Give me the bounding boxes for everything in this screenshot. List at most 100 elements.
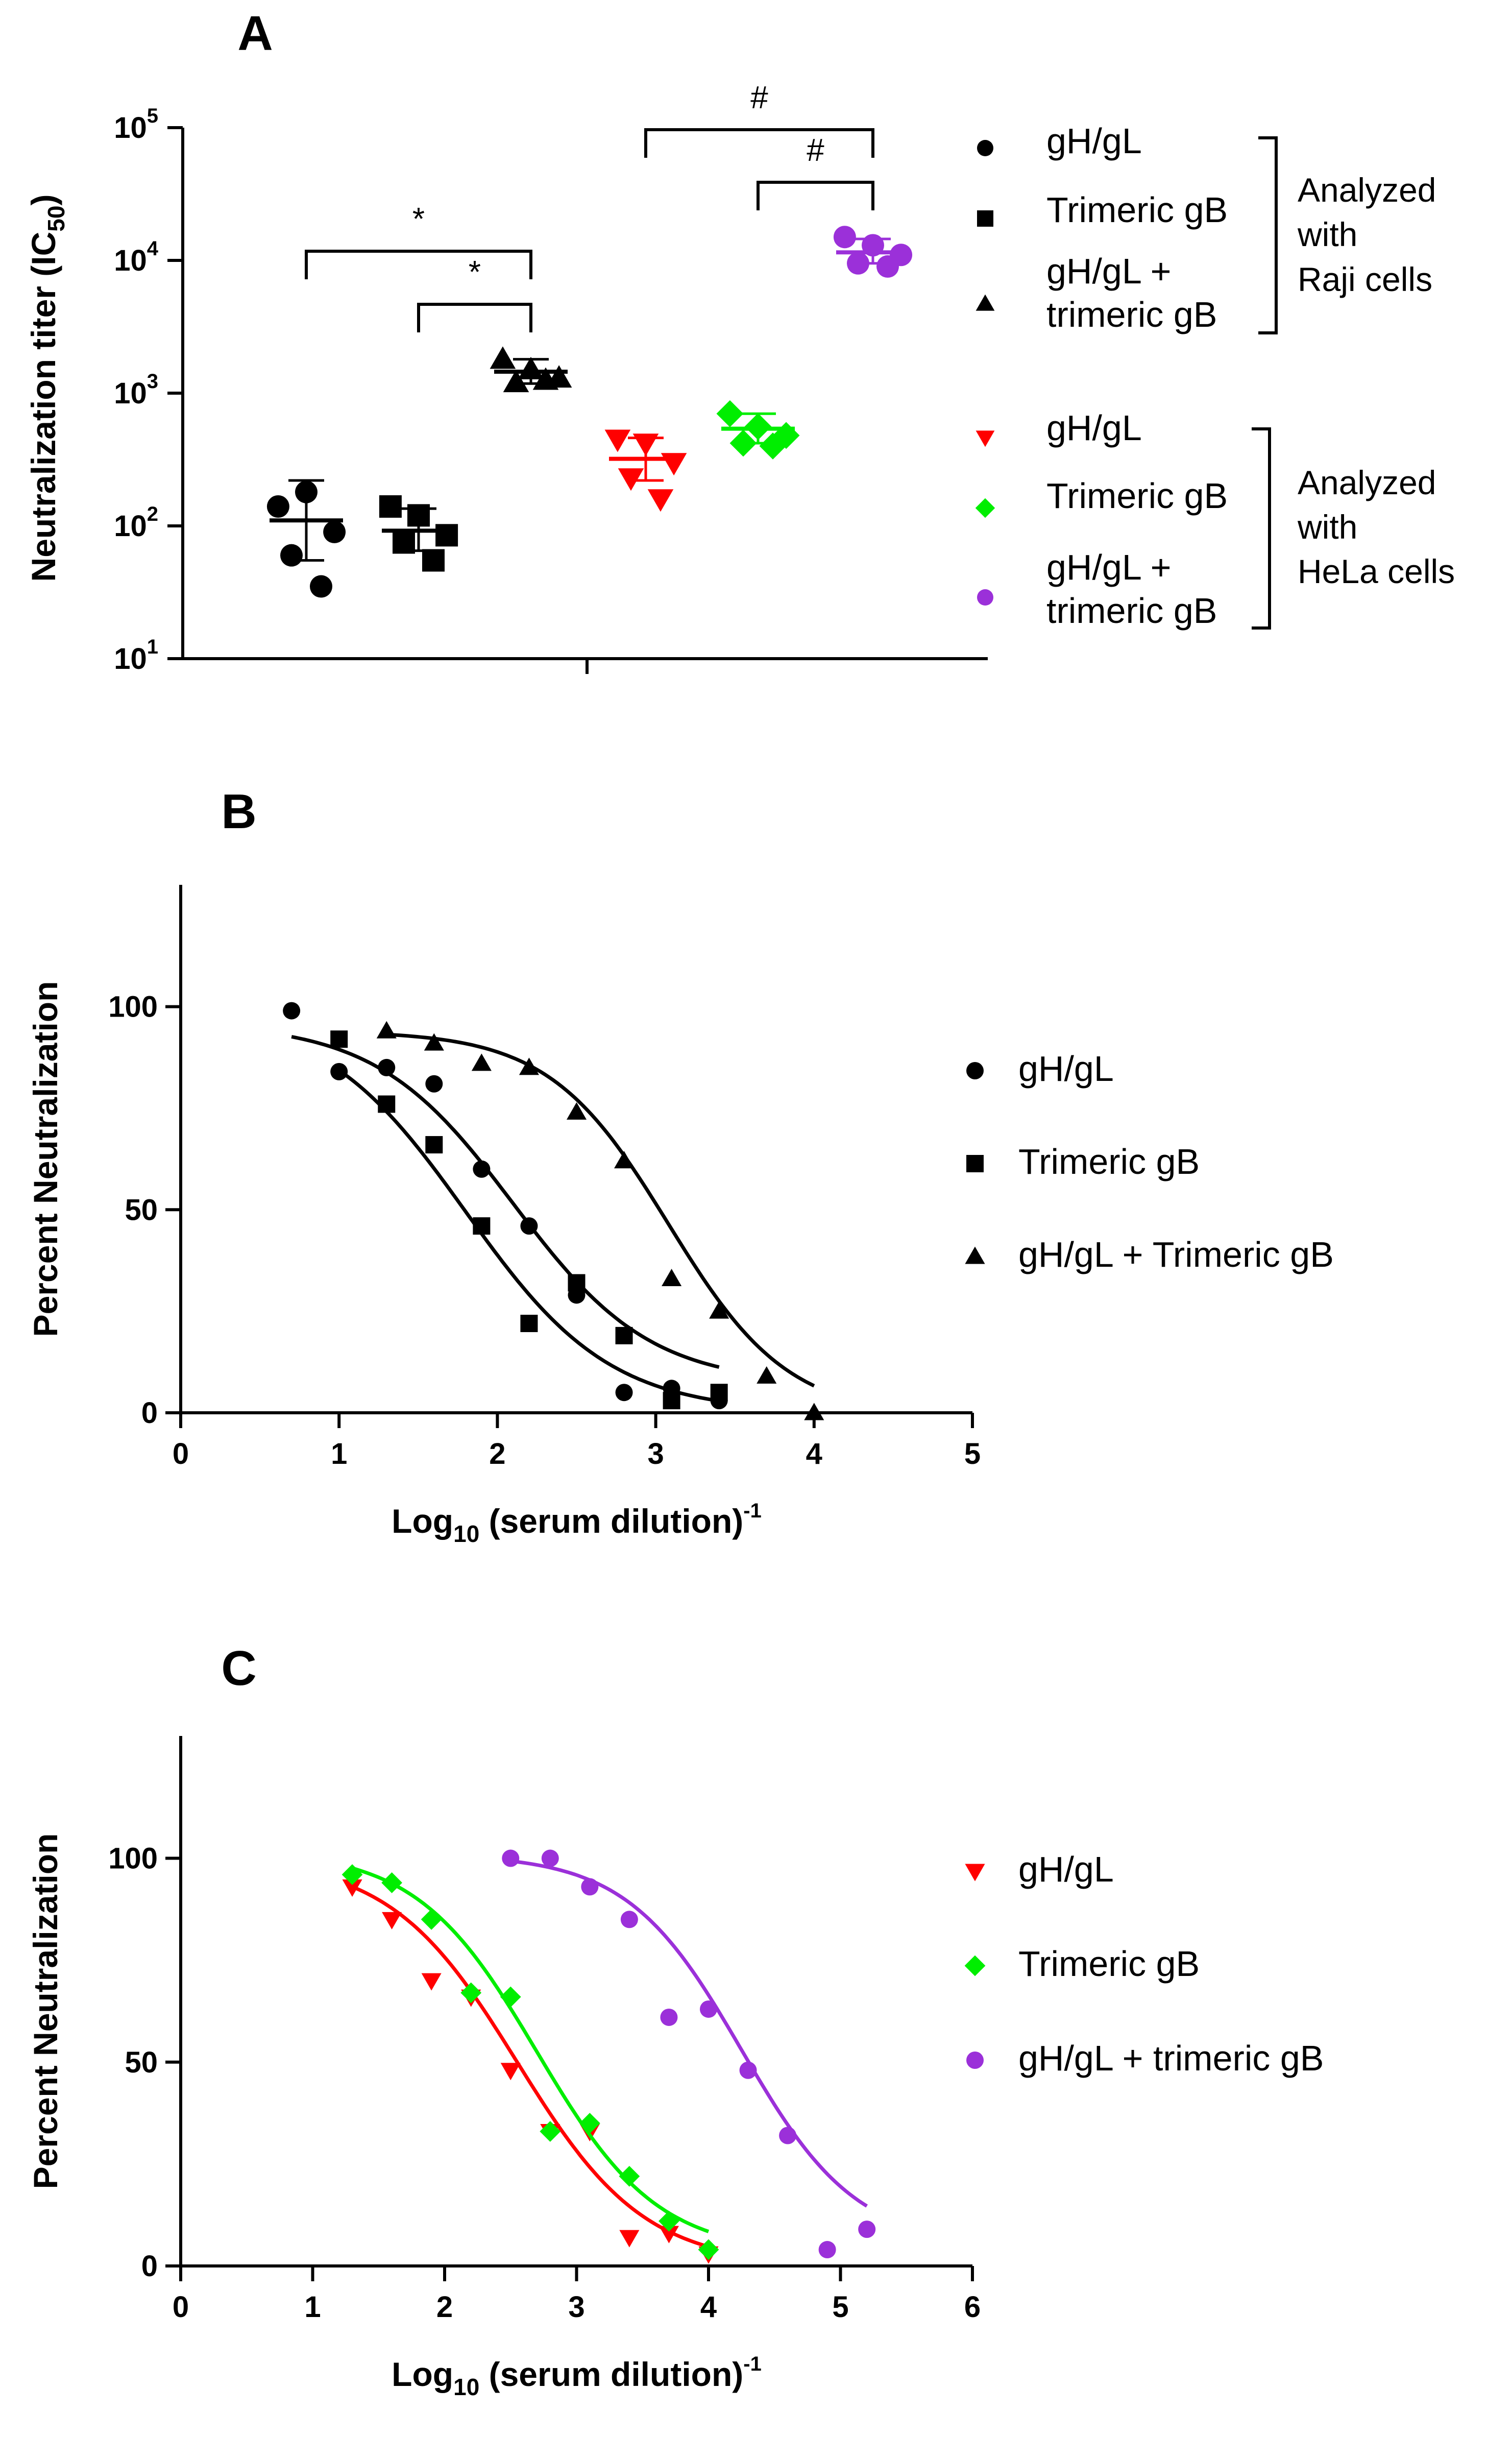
legend-label: gH/gL <box>1018 1049 1114 1089</box>
data-point <box>804 1403 824 1420</box>
panel-a-point <box>503 370 529 393</box>
data-point <box>473 1217 491 1235</box>
panel-a-legend-bracket <box>1258 136 1278 334</box>
data-point <box>382 1912 402 1929</box>
panel-a-legend-label-line2: trimeric gB <box>1046 295 1217 334</box>
panel-a-point <box>876 255 899 278</box>
data-point <box>662 1268 682 1286</box>
data-point <box>663 1392 680 1410</box>
panel-a-point <box>632 433 659 456</box>
panel-a-legend-marker <box>977 210 993 227</box>
data-point <box>502 1849 520 1867</box>
x-tick-label: 0 <box>173 1437 189 1470</box>
panel-a-y-tick-base: 10 <box>114 642 147 675</box>
panel-a-point <box>661 453 687 476</box>
y-tick-label: 0 <box>141 2250 158 2283</box>
x-axis-title: Log10 (serum dilution)-1 <box>392 2353 762 2400</box>
panel-a-point <box>618 468 644 491</box>
x-tick-label: 1 <box>304 2290 321 2324</box>
fit-curve-2 <box>352 1866 710 2233</box>
panel-a-significance-bracket <box>644 128 874 158</box>
panel-c: C 0 1 2 3 4 5 6 0 50 100 Percent Neutralization Log1… <box>27 1641 1324 2400</box>
legend-marker <box>966 1062 984 1079</box>
x-tick-label: 3 <box>568 2290 584 2324</box>
data-point <box>283 1002 301 1020</box>
panel-a-point <box>647 489 674 512</box>
panel-a-point <box>422 549 445 572</box>
x-title-main: Log <box>392 1502 453 1540</box>
x-tick-label: 5 <box>964 1437 981 1470</box>
y-tick-label: 50 <box>125 1193 158 1226</box>
panel-a-bracket-label: Raji cells <box>1298 260 1432 298</box>
panel-a-point <box>532 367 559 390</box>
panel-a-point <box>435 524 458 547</box>
panel-a-y-tick-exponent: 5 <box>147 105 158 127</box>
x-axis-title: Log10 (serum dilution)-1 <box>392 1500 762 1547</box>
panel-a-bracket-label: with <box>1297 508 1357 546</box>
legend-marker <box>965 1246 985 1264</box>
legend-label: Trimeric gB <box>1018 1944 1200 1984</box>
data-point <box>519 1057 539 1075</box>
x-tick-label: 4 <box>806 1437 822 1470</box>
panel-a-bracket-label: Analyzed <box>1298 171 1436 209</box>
panel-a-significance-label: * <box>412 202 425 237</box>
panel-a-y-tick-label: 103 <box>114 370 158 410</box>
panel-a-y-title-main: Neutralization titer (IC <box>25 232 62 582</box>
panel-a-y-tick-label: 105 <box>114 105 158 144</box>
y-tick-label: 50 <box>125 2046 158 2079</box>
x-title-rest: (serum dilution) <box>479 1502 743 1540</box>
panel-a-y-tick-label: 102 <box>114 503 158 543</box>
panel-a-legend-label: gH/gL + <box>1046 547 1172 587</box>
panel-a-significance-bracket <box>305 250 532 279</box>
data-point <box>581 1878 599 1896</box>
panel-a-label: A <box>237 6 273 61</box>
panel-a-y-tick-base: 10 <box>114 377 147 410</box>
panel-a-point <box>604 429 631 452</box>
legend-marker <box>966 2052 984 2069</box>
x-tick-label: 3 <box>647 1437 664 1470</box>
x-tick-label: 5 <box>832 2290 848 2324</box>
x-tick-label: 1 <box>331 1437 347 1470</box>
fit-curve-1 <box>351 1885 710 2249</box>
y-tick-label: 100 <box>108 991 158 1024</box>
data-point <box>540 2121 561 2142</box>
data-point <box>342 1879 362 1897</box>
panel-a-y-tick-base: 10 <box>114 244 147 277</box>
data-point <box>425 1075 443 1093</box>
data-point <box>579 2113 600 2134</box>
panel-a-point <box>295 480 318 503</box>
data-point <box>330 1030 348 1048</box>
data-point <box>520 1315 538 1333</box>
x-tick-label: 6 <box>964 2290 981 2324</box>
panel-a-point <box>729 429 757 457</box>
panel-a-legend-marker <box>976 294 995 311</box>
data-point <box>620 1911 638 1928</box>
x-title-main: Log <box>392 2355 453 2393</box>
data-point <box>710 1384 728 1402</box>
data-point <box>660 2008 678 2026</box>
panel-a-legend-marker <box>977 140 993 156</box>
x-title-sub: 10 <box>453 2374 479 2400</box>
panel-a-y-tick-label: 101 <box>114 636 158 675</box>
panel-a-bracket-label: with <box>1297 215 1357 253</box>
fit-curve-2 <box>338 1069 720 1403</box>
panel-a-y-tick-base: 10 <box>114 510 147 543</box>
legend-marker <box>965 1864 985 1881</box>
panel-a-point <box>280 544 303 567</box>
panel-a-point <box>716 400 744 427</box>
panel-a-bracket-label: Analyzed <box>1298 464 1436 501</box>
panel-a-point <box>393 531 415 554</box>
panel-a-legend-label: Trimeric gB <box>1046 476 1228 516</box>
data-point <box>659 2226 679 2243</box>
x-title-rest: (serum dilution) <box>479 2355 743 2393</box>
data-point <box>500 2063 521 2081</box>
data-point <box>541 1849 559 1867</box>
panel-a-y-tick-base: 10 <box>114 111 147 144</box>
data-point <box>568 1274 586 1292</box>
panel-a-point <box>744 413 772 440</box>
data-point <box>818 2241 836 2259</box>
panel-a-legend-label: gH/gL <box>1046 408 1142 448</box>
legend-label: gH/gL + trimeric gB <box>1018 2038 1324 2078</box>
